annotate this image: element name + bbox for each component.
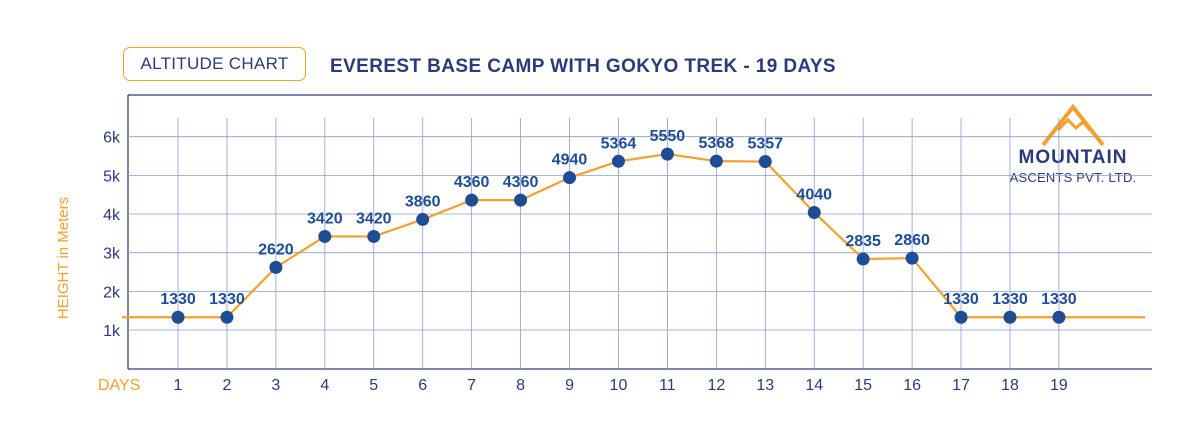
x-tick-label: 4 bbox=[320, 377, 329, 394]
x-tick-label: 14 bbox=[805, 377, 823, 394]
data-label: 3420 bbox=[356, 210, 392, 227]
brand-block: MOUNTAIN ASCENTS PVT. LTD. bbox=[1003, 103, 1143, 185]
x-tick-label: 18 bbox=[1001, 377, 1019, 394]
brand-subtitle: ASCENTS PVT. LTD. bbox=[1009, 170, 1137, 185]
x-tick-label: 3 bbox=[271, 377, 280, 394]
data-point bbox=[709, 154, 723, 168]
data-label: 2835 bbox=[845, 233, 881, 250]
y-tick-label: 1k bbox=[103, 323, 121, 340]
y-tick-label: 3k bbox=[103, 246, 121, 263]
data-point bbox=[171, 310, 185, 324]
data-label: 4360 bbox=[503, 174, 539, 191]
x-tick-label: 17 bbox=[952, 377, 970, 394]
x-tick-label: 10 bbox=[610, 377, 628, 394]
data-point bbox=[954, 310, 968, 324]
x-tick-label: 13 bbox=[756, 377, 774, 394]
data-label: 4040 bbox=[796, 186, 832, 203]
y-tick-label: 6k bbox=[103, 130, 121, 147]
data-point bbox=[220, 310, 234, 324]
x-tick-label: 15 bbox=[854, 377, 872, 394]
x-tick-label: 16 bbox=[903, 377, 921, 394]
data-point bbox=[514, 193, 528, 207]
data-point bbox=[905, 251, 919, 265]
data-point bbox=[367, 229, 381, 243]
data-point bbox=[611, 154, 625, 168]
data-label: 1330 bbox=[992, 291, 1028, 308]
x-tick-label: 2 bbox=[222, 377, 231, 394]
data-label: 3420 bbox=[307, 210, 343, 227]
x-tick-label: 1 bbox=[174, 377, 183, 394]
data-point bbox=[465, 193, 479, 207]
data-label: 5357 bbox=[747, 136, 783, 153]
x-axis-label: DAYS bbox=[98, 377, 140, 394]
data-point bbox=[660, 147, 674, 161]
data-label: 2620 bbox=[258, 241, 294, 258]
y-tick-label: 5k bbox=[103, 168, 121, 185]
data-point bbox=[1003, 310, 1017, 324]
data-point bbox=[807, 205, 821, 219]
brand-name: MOUNTAIN bbox=[1018, 147, 1128, 168]
data-point bbox=[318, 229, 332, 243]
data-label: 4940 bbox=[552, 152, 588, 169]
data-label: 2860 bbox=[894, 232, 930, 249]
data-point bbox=[269, 260, 283, 274]
x-tick-label: 12 bbox=[707, 377, 725, 394]
data-label: 4360 bbox=[454, 174, 490, 191]
x-tick-label: 7 bbox=[467, 377, 476, 394]
data-label: 5550 bbox=[650, 128, 686, 145]
y-tick-label: 4k bbox=[103, 207, 121, 224]
data-label: 5364 bbox=[601, 135, 637, 152]
x-tick-label: 11 bbox=[659, 377, 676, 394]
x-tick-label: 5 bbox=[369, 377, 378, 394]
data-point bbox=[1052, 310, 1066, 324]
mountain-logo-icon bbox=[1041, 103, 1105, 147]
data-label: 3860 bbox=[405, 193, 441, 210]
x-tick-label: 6 bbox=[418, 377, 427, 394]
y-tick-label: 2k bbox=[103, 284, 121, 301]
y-axis-label: HEIGHT in Meters bbox=[55, 197, 72, 319]
data-label: 5368 bbox=[699, 135, 735, 152]
data-point bbox=[758, 155, 772, 169]
data-label: 1330 bbox=[160, 291, 196, 308]
data-label: 1330 bbox=[209, 291, 245, 308]
data-point bbox=[563, 171, 577, 185]
data-label: 1330 bbox=[943, 291, 979, 308]
data-point bbox=[416, 212, 430, 226]
data-point bbox=[856, 252, 870, 266]
x-tick-label: 9 bbox=[565, 377, 574, 394]
chart-badge: ALTITUDE CHART bbox=[123, 47, 306, 81]
data-label: 1330 bbox=[1041, 291, 1077, 308]
x-tick-label: 19 bbox=[1050, 377, 1068, 394]
chart-title: EVEREST BASE CAMP WITH GOKYO TREK - 19 D… bbox=[330, 56, 837, 77]
x-tick-label: 8 bbox=[516, 377, 525, 394]
